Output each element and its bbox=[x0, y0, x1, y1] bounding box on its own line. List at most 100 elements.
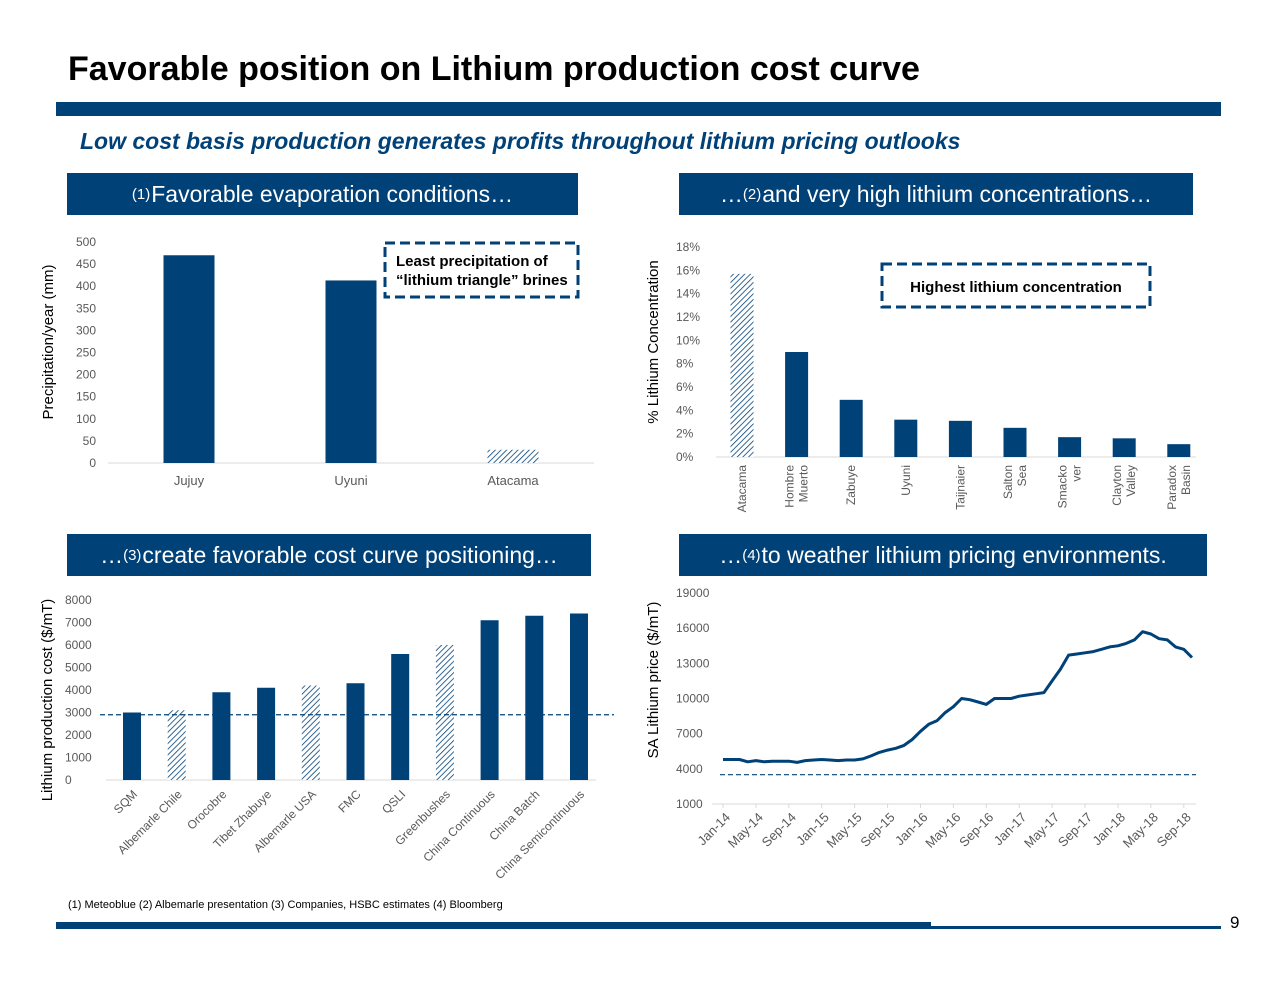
x-tick-label: ver bbox=[1070, 465, 1084, 482]
y-tick-label: 13000 bbox=[676, 656, 710, 670]
y-axis-title: Precipitation/year (mm) bbox=[40, 264, 57, 419]
x-tick-label: Sea bbox=[1015, 465, 1029, 487]
x-tick-label: Sep-16 bbox=[956, 810, 996, 850]
bar-paradox-basin bbox=[1167, 444, 1191, 457]
panel-header-footnote-ref: (4) bbox=[742, 546, 761, 564]
x-tick-label: Orocobre bbox=[184, 787, 230, 833]
x-tick-label: May-15 bbox=[824, 810, 865, 851]
x-tick-label: Paradox bbox=[1165, 465, 1179, 510]
x-tick-label: Sep-18 bbox=[1154, 810, 1194, 850]
x-tick-label: Clayton bbox=[1110, 465, 1124, 506]
y-tick-label: 16% bbox=[676, 263, 700, 277]
panel-header-cost-curve: … (3) create favorable cost curve position… bbox=[67, 534, 591, 576]
y-tick-label: 2000 bbox=[65, 728, 92, 742]
y-tick-label: 50 bbox=[83, 434, 97, 448]
page-subtitle: Low cost basis production generates prof… bbox=[80, 128, 961, 154]
y-tick-label: 400 bbox=[76, 279, 96, 293]
y-tick-label: 300 bbox=[76, 323, 96, 337]
y-tick-label: 450 bbox=[76, 257, 96, 271]
x-tick-label: Sep-14 bbox=[759, 810, 799, 850]
bar-atacama bbox=[487, 449, 539, 463]
annotation-text: “lithium triangle” brines bbox=[396, 272, 568, 289]
y-tick-label: 10% bbox=[676, 333, 700, 347]
footer-rule bbox=[56, 922, 931, 929]
x-tick-label: Zabuye bbox=[844, 465, 858, 505]
x-tick-label: FMC bbox=[335, 787, 364, 816]
y-tick-label: 7000 bbox=[676, 727, 703, 741]
y-tick-label: 100 bbox=[76, 412, 96, 426]
y-tick-label: 4000 bbox=[65, 683, 92, 697]
panel-header-footnote-ref: (3) bbox=[123, 546, 142, 564]
bar-hombre-muerto bbox=[785, 352, 809, 457]
x-tick-label: Basin bbox=[1179, 465, 1193, 495]
panel-header-pricing: … (4) to weather lithium pricing environme… bbox=[679, 534, 1207, 576]
x-tick-label: Atacama bbox=[735, 465, 749, 513]
y-tick-label: 7000 bbox=[65, 616, 92, 630]
panel-header-text: Favorable evaporation conditions… bbox=[151, 180, 514, 207]
panel-header-prefix: … bbox=[719, 541, 743, 568]
bar-tibet-zhabuye bbox=[257, 687, 276, 780]
x-tick-label: Jujuy bbox=[174, 473, 205, 488]
x-tick-label: Muerto bbox=[797, 465, 811, 503]
x-tick-label: May-16 bbox=[922, 810, 963, 851]
y-tick-label: 16000 bbox=[676, 621, 710, 635]
annotation-box bbox=[383, 241, 580, 299]
y-tick-label: 0% bbox=[676, 450, 694, 464]
panel-header-text: create favorable cost curve positioning… bbox=[142, 541, 558, 568]
panel-header-footnote-ref: (1) bbox=[131, 185, 151, 203]
y-axis-title: % Lithium Concentration bbox=[645, 260, 662, 423]
bar-taijnaier bbox=[948, 420, 972, 457]
page-title: Favorable position on Lithium production… bbox=[68, 50, 920, 88]
annotation-text: Highest lithium concentration bbox=[910, 279, 1122, 296]
panel-header-text: to weather lithium pricing environments. bbox=[761, 541, 1167, 568]
bar-albemarle-chile bbox=[167, 710, 186, 780]
y-tick-label: 2% bbox=[676, 427, 694, 441]
x-tick-label: Hombre bbox=[783, 465, 797, 508]
panel-header-concentration: … (2) and very high lithium concentrations… bbox=[679, 173, 1193, 215]
x-tick-label: Taijnaier bbox=[953, 465, 967, 510]
bar-smacko-ver bbox=[1058, 437, 1082, 457]
x-tick-label: May-17 bbox=[1021, 810, 1062, 851]
bar-orocobre bbox=[212, 692, 231, 780]
panel-header-text: and very high lithium concentrations… bbox=[762, 180, 1153, 207]
y-tick-label: 19000 bbox=[676, 586, 710, 600]
y-tick-label: 0 bbox=[65, 773, 72, 787]
x-tick-label: Smacko bbox=[1056, 465, 1070, 509]
x-tick-label: SQM bbox=[111, 787, 140, 816]
x-tick-label: May-14 bbox=[725, 810, 766, 851]
price-series-line bbox=[723, 630, 1194, 764]
bar-uyuni bbox=[325, 280, 377, 463]
y-tick-label: 8% bbox=[676, 357, 694, 371]
bar-china-semicontinuous bbox=[570, 613, 588, 780]
y-tick-label: 8000 bbox=[65, 593, 92, 607]
y-tick-label: 12% bbox=[676, 310, 700, 324]
x-tick-label: May-18 bbox=[1120, 810, 1161, 851]
y-tick-label: 6000 bbox=[65, 638, 92, 652]
bar-albemarle-usa bbox=[301, 685, 320, 780]
annotation-text: Least precipitation of bbox=[396, 253, 549, 270]
bar-qsli bbox=[391, 654, 410, 780]
y-tick-label: 500 bbox=[76, 235, 96, 249]
x-tick-label: Sep-17 bbox=[1055, 810, 1095, 850]
y-tick-label: 1000 bbox=[676, 797, 703, 811]
x-tick-label: Valley bbox=[1124, 465, 1138, 497]
x-tick-label: Uyuni bbox=[899, 465, 913, 496]
bar-clayton-valley bbox=[1112, 438, 1136, 457]
page-number: 9 bbox=[1230, 913, 1240, 932]
panel-header-prefix: … bbox=[719, 180, 743, 207]
x-tick-label: QSLI bbox=[379, 787, 408, 816]
y-tick-label: 5000 bbox=[65, 661, 92, 675]
panel-header-footnote-ref: (2) bbox=[742, 185, 762, 203]
y-tick-label: 4000 bbox=[676, 762, 703, 776]
y-tick-label: 150 bbox=[76, 390, 96, 404]
bar-uyuni bbox=[894, 419, 918, 457]
y-tick-label: 0 bbox=[89, 456, 96, 470]
x-tick-label: Salton bbox=[1001, 465, 1015, 499]
x-tick-label: China Semicontinuous bbox=[492, 787, 587, 882]
y-tick-label: 10000 bbox=[676, 692, 710, 706]
bar-china-batch bbox=[525, 615, 544, 780]
bar-zabuye bbox=[839, 399, 863, 457]
y-axis-title: SA Lithium price ($/mT) bbox=[645, 602, 662, 759]
source-footnote: (1) Meteoblue (2) Albemarle presentation… bbox=[68, 899, 503, 911]
y-tick-label: 14% bbox=[676, 287, 700, 301]
